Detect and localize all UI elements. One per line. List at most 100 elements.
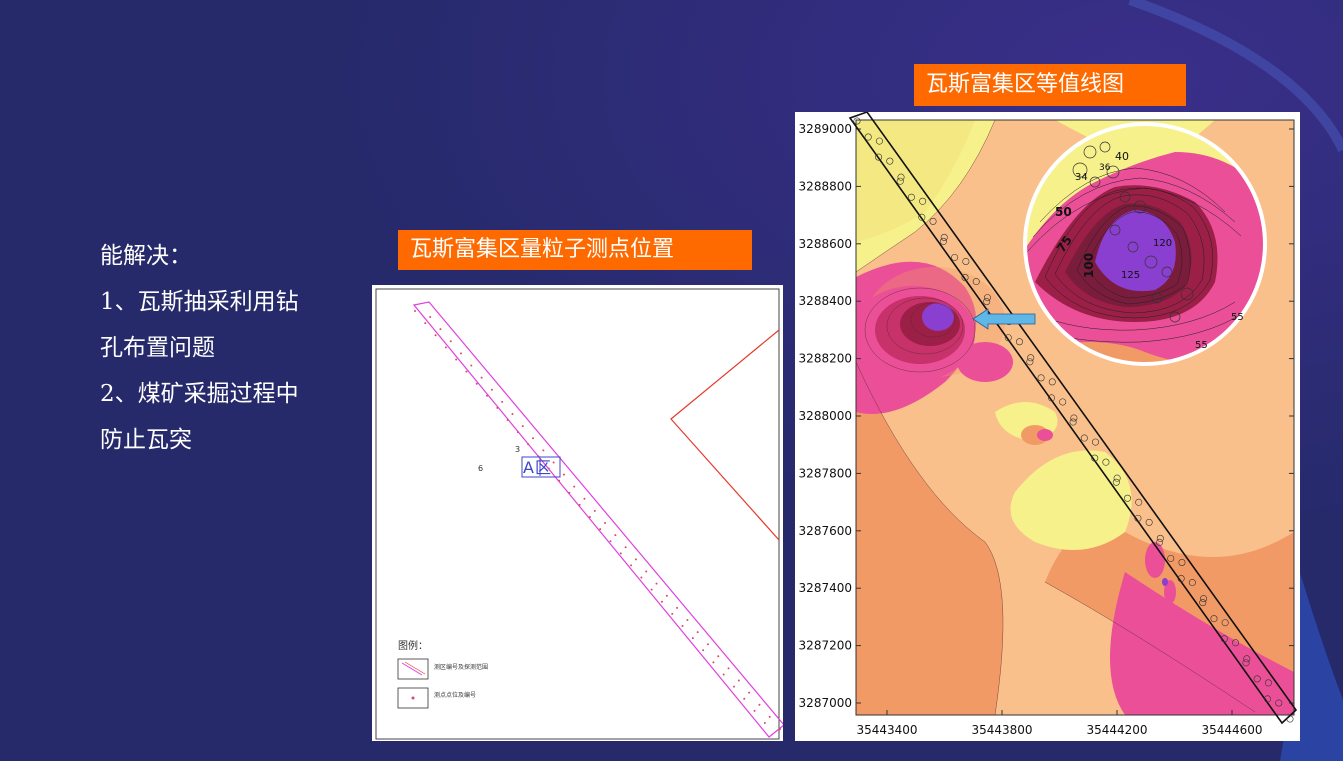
zoom-label-120: 120 [1153,238,1172,249]
measurement-point-dot [645,570,648,573]
survey-point-marker [1221,619,1229,627]
measurement-point-dot [444,346,447,349]
y-tick-label: 3288800 [799,179,852,193]
measurement-point-dot [434,334,437,337]
measurement-point-dot [722,673,725,676]
survey-point-marker [1156,534,1164,542]
survey-point-marker [875,137,883,145]
zoom-label-34: 34 [1075,172,1088,183]
measurement-point-dot [706,643,709,646]
measurement-point-dot [470,364,473,367]
survey-point-marker [1210,615,1218,623]
measurement-point-dot [732,685,735,688]
survey-point-marker [897,173,905,181]
survey-point-marker [886,157,894,165]
survey-point-marker [1199,599,1207,607]
survey-point-marker [1026,358,1034,366]
y-tick-label: 3287000 [799,696,852,710]
survey-point-marker [1220,635,1228,643]
survey-point-marker [1286,715,1294,723]
y-tick-label: 3289000 [799,122,852,136]
measurement-point-dot [593,509,596,512]
survey-point-marker [1047,394,1055,402]
survey-point-marker [1080,434,1088,442]
survey-point-marker [983,294,991,302]
x-tick-label: 35443800 [971,723,1032,737]
y-tick-label: 3288200 [799,352,852,366]
survey-point-marker [1102,458,1110,466]
measurement-point-dot [717,655,720,658]
zoom-label-40: 40 [1115,150,1129,163]
survey-point-marker [940,233,948,241]
measurement-point-dot [676,606,679,609]
survey-point-marker [1188,579,1196,587]
zoom-label-55b: 55 [1195,340,1208,351]
survey-point-marker [1264,679,1272,687]
measurement-point-dot [640,576,643,579]
survey-point-marker [962,257,970,265]
measurement-point-dot [449,340,452,343]
measurement-point-dot [568,491,571,494]
survey-point-marker [1253,675,1261,683]
survey-point-marker [1177,575,1185,583]
gas-contour-map: 3289000 3288800 3288600 3288400 3288200 32880… [795,111,1300,741]
area-label: A区 [523,458,552,477]
measurement-point-dot [624,546,627,549]
survey-point-marker [1037,374,1045,382]
survey-point-marker [939,237,947,245]
measurement-point-dot [439,328,442,331]
survey-point-marker [961,274,969,282]
measurement-point-dot [506,419,509,422]
zoom-label-100: 100 [1082,253,1096,278]
measurement-point-dot [650,588,653,591]
measurement-point-dot [532,437,535,440]
legend-title: 图例： [398,639,428,652]
legend-item-2: 测点点位及编号 [434,691,476,699]
survey-point-marker [1048,378,1056,386]
measurement-point-dot [630,564,633,567]
measurement-point-dot [609,540,612,543]
measurement-point-dot [516,431,519,434]
survey-point-marker [875,153,883,161]
zoom-label-36: 36 [1099,163,1111,173]
survey-point-marker [853,117,861,125]
measurement-point-dot [655,582,658,585]
text-line-3: 2、煤矿采掘过程中 [100,381,299,407]
measurement-point-dot [702,649,705,652]
measurement-point-dot [429,316,432,319]
y-tick-label: 3288600 [799,237,852,251]
point-3: 3 [515,445,520,454]
measurement-point-dot [562,473,565,476]
left-figure-title: 瓦斯富集区量粒子测点位置 [398,230,752,270]
measurement-point-dot [681,625,684,628]
measurement-point-dot [686,618,689,621]
survey-point-marker [1091,454,1099,462]
survey-point-marker [1027,354,1035,362]
survey-point-marker [1178,558,1186,566]
measurement-point-dot [521,425,524,428]
measurement-point-dot [712,661,715,664]
survey-point-marker [1135,498,1143,506]
measurement-point-dot [634,558,637,561]
measurement-point-dot [501,400,504,403]
measurement-point-dot [583,497,586,500]
point-6: 6 [478,464,483,473]
y-tick-label: 3287600 [799,524,852,538]
right-figure-title: 瓦斯富集区等值线图 [914,64,1186,106]
survey-point-marker [907,193,915,201]
measurement-point-dot [552,461,555,464]
text-line-4: 防止瓦突 [100,427,192,453]
text-line-1: 1、瓦斯抽采利用钻 [100,289,299,315]
measurement-point-dot [475,382,478,385]
measurement-point-dot [486,394,489,397]
survey-point-marker [1156,538,1164,546]
survey-point-marker [1145,518,1153,526]
survey-point-marker [864,133,872,141]
survey-point-marker [1243,655,1251,663]
survey-point-marker [919,197,927,205]
measurement-point-dot [614,534,617,537]
pointer-arrow-icon [972,308,1036,330]
zoom-label-50: 50 [1055,205,1072,219]
survey-point-marker [896,177,904,185]
measurement-point-map: A区 3 6 图例： 测区编号及探测范围 测点点位及编号 [372,285,785,741]
